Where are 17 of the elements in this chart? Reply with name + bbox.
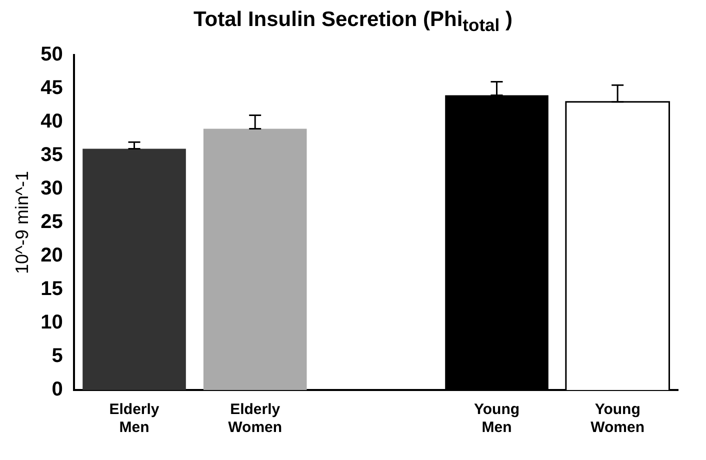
y-tick-label: 50 (40, 44, 63, 66)
y-axis-title: 10^-9 min^-1 (12, 171, 32, 274)
y-tick-label: 5 (52, 345, 63, 368)
x-tick-label: Elderly Women (228, 401, 282, 436)
y-tick-label: 25 (40, 211, 63, 234)
x-tick-label: Young Men (474, 401, 520, 436)
y-tick-label: 0 (52, 378, 63, 401)
x-tick-label: Young Women (590, 401, 645, 436)
x-tick-label: Elderly Men (109, 401, 160, 436)
y-tick-label: 30 (40, 178, 63, 200)
y-tick-label: 20 (40, 244, 63, 267)
y-tick-label: 10 (40, 312, 63, 334)
y-tick-label: 15 (40, 278, 63, 300)
y-tick-label: 40 (40, 110, 63, 133)
y-tick-label: 35 (40, 144, 63, 166)
y-tick-label: 45 (40, 77, 63, 100)
chart-title: Total Insulin Secretion (Phi$_{total}$ ) (192, 8, 514, 36)
